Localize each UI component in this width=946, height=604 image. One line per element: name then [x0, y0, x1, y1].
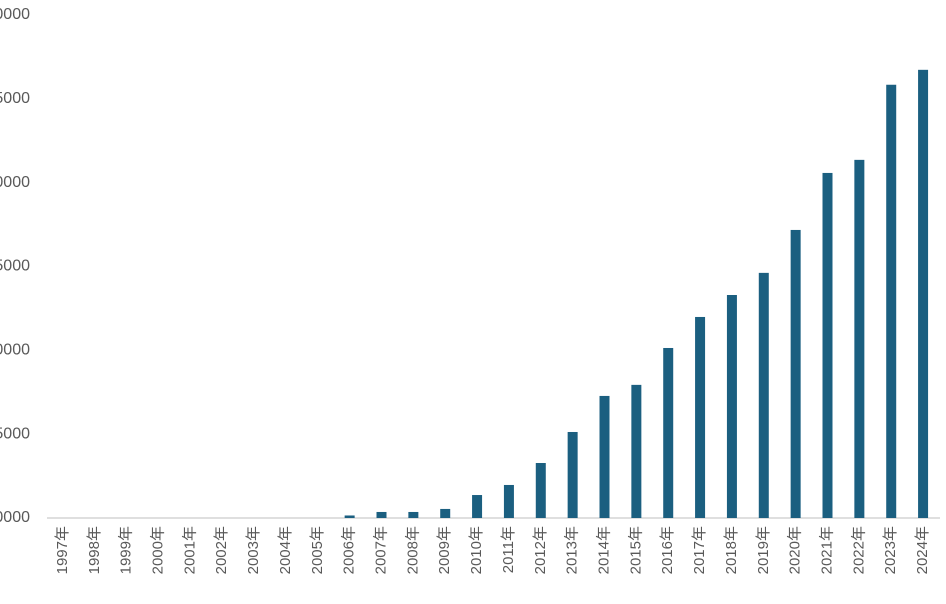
x-tick-label: 2004年: [277, 526, 294, 574]
bar: [599, 395, 610, 518]
x-tick-label: 2015年: [627, 526, 644, 574]
x-tick-label: 2019年: [755, 526, 772, 574]
x-tick-label: 2010年: [468, 526, 485, 574]
x-tick-label: 2017年: [691, 526, 708, 574]
x-tick-label: 2006年: [341, 526, 358, 574]
x-tick-label: 1997年: [54, 526, 71, 574]
x-tick-label: 1998年: [86, 526, 103, 574]
bar: [631, 384, 642, 518]
x-tick-label: 2024年: [914, 526, 931, 574]
bar: [790, 229, 801, 518]
x-tick-label: 2021年: [818, 526, 835, 574]
bar: [535, 463, 546, 518]
bar: [726, 295, 737, 518]
bar: [822, 172, 833, 518]
bar: [918, 69, 929, 519]
x-tick-label: 2000年: [149, 526, 166, 574]
x-tick-label: 2008年: [404, 526, 421, 574]
y-tick-label: 5000: [0, 258, 30, 275]
x-tick-label: 2022年: [850, 526, 867, 574]
y-tick-label: 5000: [0, 425, 30, 442]
bar: [758, 272, 769, 518]
bar: [408, 511, 419, 518]
x-tick-label: 2020年: [787, 526, 804, 574]
x-tick-label: 2011年: [500, 526, 517, 573]
x-tick-label: 2023年: [882, 526, 899, 574]
bar: [567, 431, 578, 518]
x-tick-label: 2002年: [213, 526, 230, 574]
x-tick-label: 2009年: [436, 526, 453, 574]
bar: [503, 484, 514, 518]
x-tick-label: 1999年: [118, 526, 135, 574]
bar: [854, 159, 865, 518]
x-tick-label: 2013年: [564, 526, 581, 574]
x-tick-label: 2003年: [245, 526, 262, 574]
x-tick-label: 2016年: [659, 526, 676, 574]
x-tick-label: 2001年: [181, 526, 198, 574]
bar: [440, 508, 451, 518]
y-tick-label: 5000: [0, 90, 30, 107]
x-tick-label: 2007年: [372, 526, 389, 574]
x-tick-label: 2014年: [595, 526, 612, 574]
bar: [376, 511, 387, 518]
bar: [663, 347, 674, 518]
bar: [886, 84, 897, 519]
bar: [472, 495, 483, 518]
x-tick-label: 2012年: [532, 526, 549, 574]
x-tick-label: 2005年: [309, 526, 326, 574]
bar: [344, 515, 355, 518]
bar: [695, 316, 706, 518]
x-tick-label: 2018年: [723, 526, 740, 574]
